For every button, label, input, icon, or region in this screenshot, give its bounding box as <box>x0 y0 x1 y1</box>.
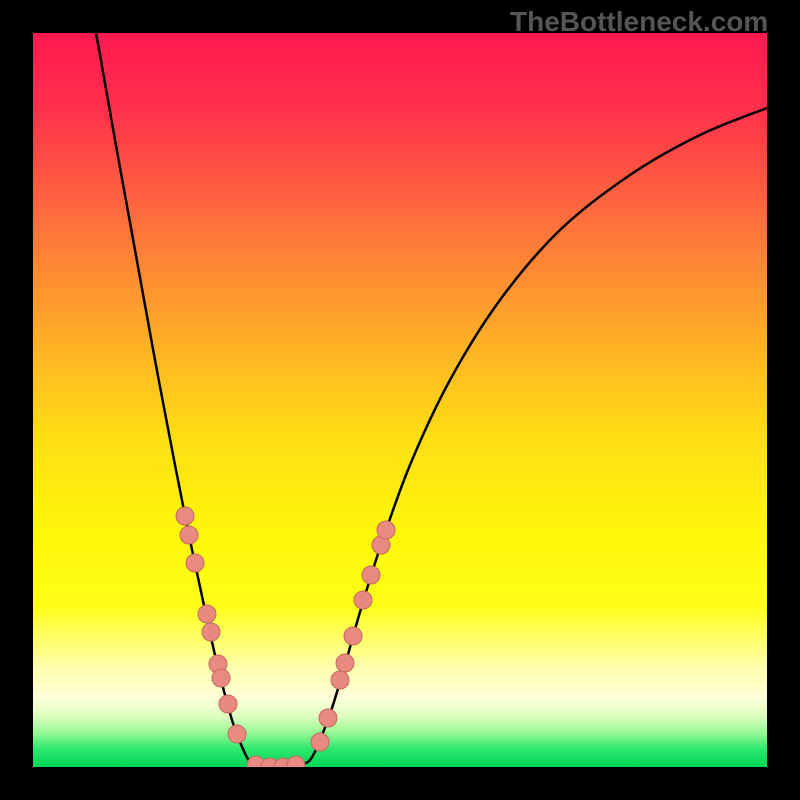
marker-dot <box>219 695 237 713</box>
marker-dot <box>311 733 329 751</box>
marker-dot <box>228 725 246 743</box>
marker-dot <box>362 566 380 584</box>
marker-dot <box>287 756 305 774</box>
chart-container: TheBottleneck.com <box>0 0 800 800</box>
marker-dot <box>202 623 220 641</box>
marker-dot <box>212 669 230 687</box>
marker-dot <box>180 526 198 544</box>
chart-svg <box>0 0 800 800</box>
marker-dot <box>377 521 395 539</box>
marker-dot <box>331 671 349 689</box>
marker-dot <box>176 507 194 525</box>
watermark-text: TheBottleneck.com <box>510 6 768 38</box>
marker-dot <box>344 627 362 645</box>
marker-dot <box>354 591 372 609</box>
marker-dot <box>186 554 204 572</box>
marker-dot <box>336 654 354 672</box>
plot-background <box>33 33 767 767</box>
marker-dot <box>198 605 216 623</box>
marker-dot <box>319 709 337 727</box>
